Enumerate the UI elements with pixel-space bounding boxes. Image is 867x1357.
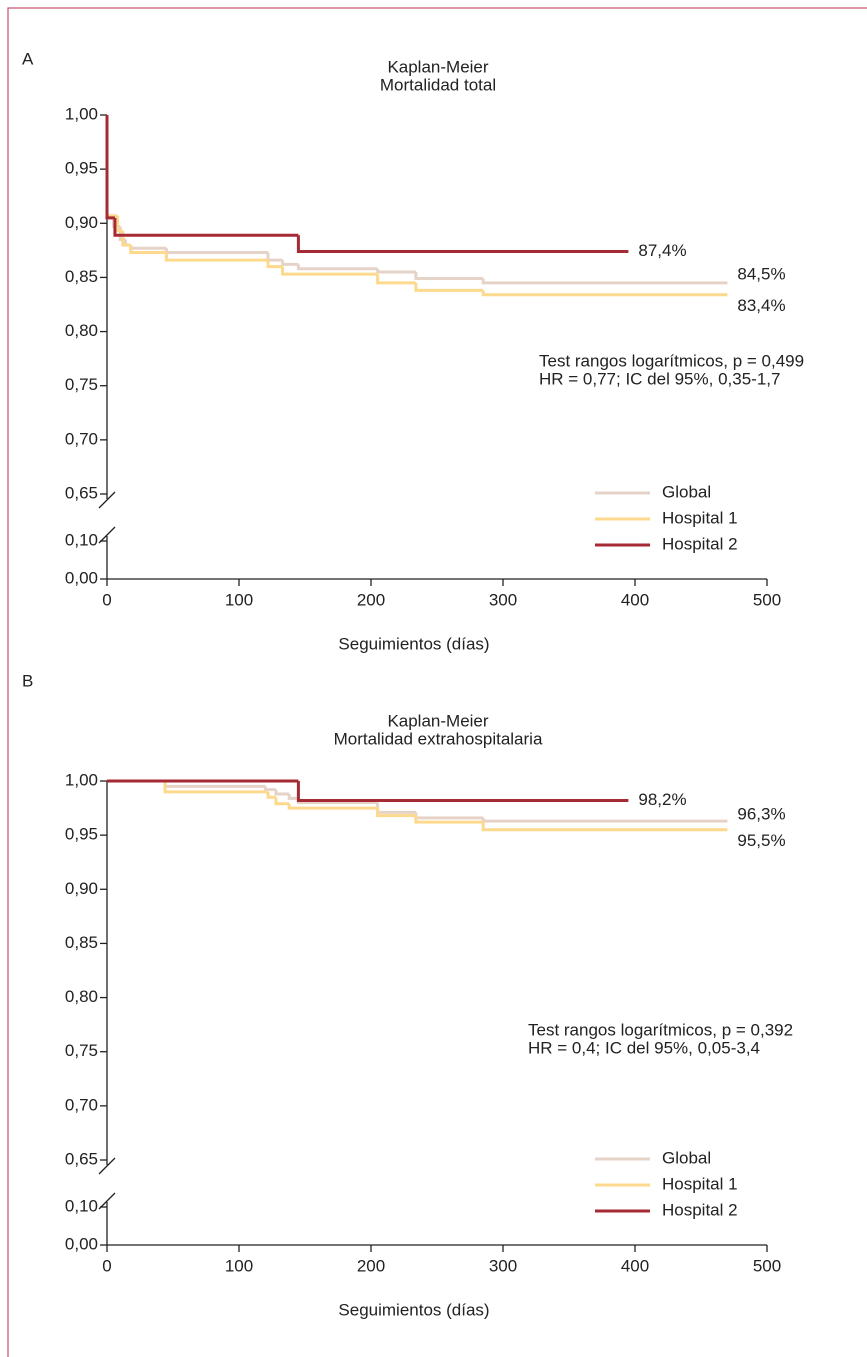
panel-label: B (22, 671, 33, 690)
y-tick-label: 0,00 (65, 1234, 98, 1253)
step-segment (266, 260, 283, 269)
x-axis-label: Seguimientos (días) (338, 634, 489, 653)
x-tick-label: 100 (225, 590, 253, 609)
legend-label: Global (662, 482, 711, 501)
y-tick-label: 1,00 (65, 770, 98, 789)
step-segment (414, 815, 484, 824)
step-segment (414, 272, 484, 281)
x-tick-label: 300 (489, 1256, 517, 1275)
step-segment (287, 793, 299, 800)
y-tick-label: 1,00 (65, 104, 98, 123)
y-tick-label: 0,90 (65, 879, 98, 898)
x-tick-label: 500 (753, 590, 781, 609)
end-label: 83,4% (737, 296, 785, 315)
step-segment (263, 786, 276, 792)
end-label: 95,5% (737, 831, 785, 850)
step-segment (129, 244, 167, 250)
y-tick-label: 0,95 (65, 825, 98, 844)
end-label: 98,2% (638, 790, 686, 809)
step-segment (274, 789, 290, 796)
chart-title: Kaplan-Meier (387, 57, 488, 76)
end-label: 96,3% (737, 805, 785, 824)
step-segment (113, 217, 299, 237)
step-segment (376, 808, 416, 818)
step-segment (414, 812, 484, 820)
step-segment (481, 290, 728, 297)
axis-break (98, 491, 116, 544)
step-segment (281, 260, 299, 266)
legend-label: Hospital 2 (662, 1200, 738, 1219)
end-label: 87,4% (638, 241, 686, 260)
step-segment (376, 274, 416, 285)
y-tick-label: 0,10 (65, 1196, 98, 1215)
step-segment (266, 791, 276, 799)
step-segment (296, 235, 629, 253)
x-tick-label: 0 (102, 1256, 111, 1275)
legend-label: Global (662, 1148, 711, 1167)
axis-break (98, 1157, 116, 1210)
y-tick-label: 0,75 (65, 1041, 98, 1060)
y-tick-label: 0,10 (65, 530, 98, 549)
annotation: Test rangos logarítmicos, p = 0,499 (539, 351, 804, 370)
y-tick-label: 0,00 (65, 568, 98, 587)
x-tick-label: 200 (357, 590, 385, 609)
panel-label: A (22, 49, 34, 68)
y-tick-label: 0,65 (65, 1149, 98, 1168)
x-axis-label: Seguimientos (días) (338, 1300, 489, 1319)
chart-subtitle: Mortalidad total (380, 75, 496, 94)
step-segment (163, 781, 269, 794)
annotation: HR = 0,77; IC del 95%, 0,35-1,7 (539, 369, 780, 388)
step-segment (105, 115, 118, 218)
x-tick-label: 100 (225, 1256, 253, 1275)
step-segment (281, 266, 378, 276)
x-tick-label: 400 (621, 1256, 649, 1275)
step-segment (376, 802, 416, 814)
annotation: HR = 0,4; IC del 95%, 0,05-3,4 (528, 1038, 760, 1057)
step-segment (266, 252, 283, 262)
y-tick-label: 0,65 (65, 483, 98, 502)
y-tick-label: 0,75 (65, 375, 98, 394)
x-tick-label: 200 (357, 1256, 385, 1275)
y-tick-label: 0,80 (65, 987, 98, 1006)
step-segment (164, 252, 269, 262)
x-tick-label: 0 (102, 590, 111, 609)
step-segment (414, 282, 484, 292)
x-tick-label: 500 (753, 1256, 781, 1275)
legend-label: Hospital 1 (662, 1174, 738, 1193)
y-tick-label: 0,95 (65, 159, 98, 178)
x-tick-label: 300 (489, 590, 517, 609)
x-tick-label: 400 (621, 590, 649, 609)
chart-subtitle: Mortalidad extrahospitalaria (334, 729, 543, 748)
step-segment (376, 268, 416, 274)
step-segment (296, 264, 378, 271)
frame (7, 7, 867, 1357)
y-tick-label: 0,80 (65, 321, 98, 340)
y-tick-label: 0,90 (65, 213, 98, 232)
annotation: Test rangos logarítmicos, p = 0,392 (528, 1020, 793, 1039)
step-segment (274, 797, 290, 806)
step-segment (116, 215, 123, 233)
y-tick-label: 0,70 (65, 429, 98, 448)
step-segment (287, 803, 378, 810)
step-segment (129, 244, 167, 255)
step-segment (164, 248, 269, 255)
step-segment (105, 115, 115, 220)
step-segment (481, 817, 728, 823)
y-tick-label: 0,70 (65, 1095, 98, 1114)
step-segment (296, 781, 629, 802)
step-segment (481, 822, 728, 832)
y-tick-label: 0,85 (65, 933, 98, 952)
chart-title: Kaplan-Meier (387, 711, 488, 730)
legend-label: Hospital 1 (662, 508, 738, 527)
end-label: 84,5% (737, 264, 785, 283)
step-segment (481, 278, 728, 285)
legend-label: Hospital 2 (662, 534, 738, 553)
y-tick-label: 0,85 (65, 267, 98, 286)
